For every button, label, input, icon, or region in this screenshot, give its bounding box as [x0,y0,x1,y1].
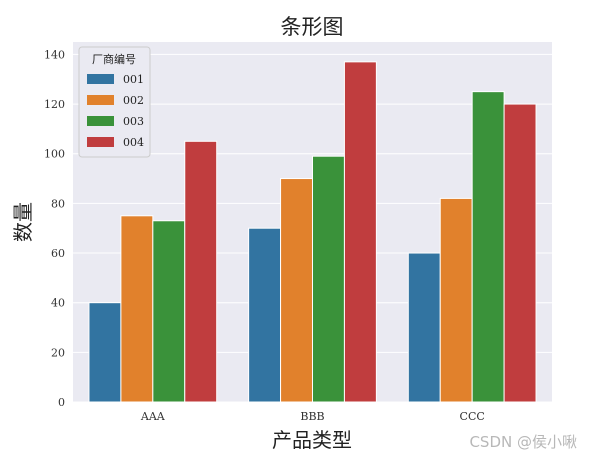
x-tick-label: BBB [300,410,324,423]
legend-label-003: 003 [123,115,144,128]
bar-AAA-003 [152,220,186,403]
bar-CCC-004 [503,103,537,403]
bar-CCC-002 [439,197,473,403]
y-tick-label: 20 [51,346,65,359]
legend-swatch-002 [87,95,114,105]
y-axis-label: 数量 [11,202,35,242]
bar-CCC-001 [407,252,441,403]
y-tick-label: 60 [51,247,65,260]
y-tick-label: 40 [51,297,65,310]
y-tick-label: 120 [44,98,65,111]
legend: 厂商编号 001 002 003 004 [78,46,151,158]
watermark: CSDN @侯小啾 [469,433,577,451]
legend-swatch-004 [87,137,114,147]
y-tick-label: 0 [58,396,65,409]
bar-AAA-004 [184,140,218,403]
bar-BBB-001 [248,227,282,403]
x-axis-label: 产品类型 [272,428,352,452]
legend-swatch-001 [87,74,114,84]
legend-items: 001 002 003 004 [87,73,144,149]
legend-label-004: 004 [123,136,144,149]
bar-CCC-003 [471,91,505,403]
bar-BBB-002 [280,178,314,403]
x-tick-label: AAA [140,410,166,423]
chart-title: 条形图 [281,15,344,39]
y-tick-labels: 0 20 40 60 80 100 120 140 [44,48,65,409]
y-tick-label: 140 [44,48,65,61]
x-tick-label: CCC [460,410,485,423]
y-tick-label: 100 [44,148,65,161]
legend-swatch-003 [87,116,114,126]
bars [88,61,537,403]
bar-AAA-001 [88,302,122,403]
bar-BBB-004 [343,61,377,403]
legend-label-002: 002 [123,94,144,107]
legend-title: 厂商编号 [92,52,136,66]
legend-label-001: 001 [123,73,144,86]
bar-BBB-003 [312,155,345,403]
y-tick-label: 80 [51,197,65,210]
bar-AAA-002 [120,215,154,403]
x-tick-labels: AAA BBB CCC [140,410,485,423]
